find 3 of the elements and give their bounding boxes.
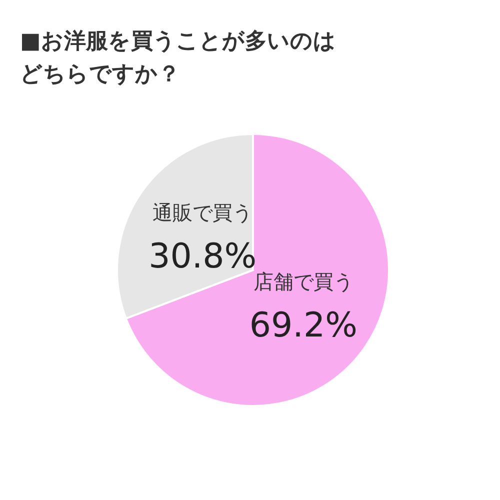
slice-label: 通販で買う (152, 200, 253, 224)
data-label: 69.2% (249, 306, 358, 346)
chart-title: ■お洋服を買うことが多いのはどちらですか？ (20, 29, 336, 87)
